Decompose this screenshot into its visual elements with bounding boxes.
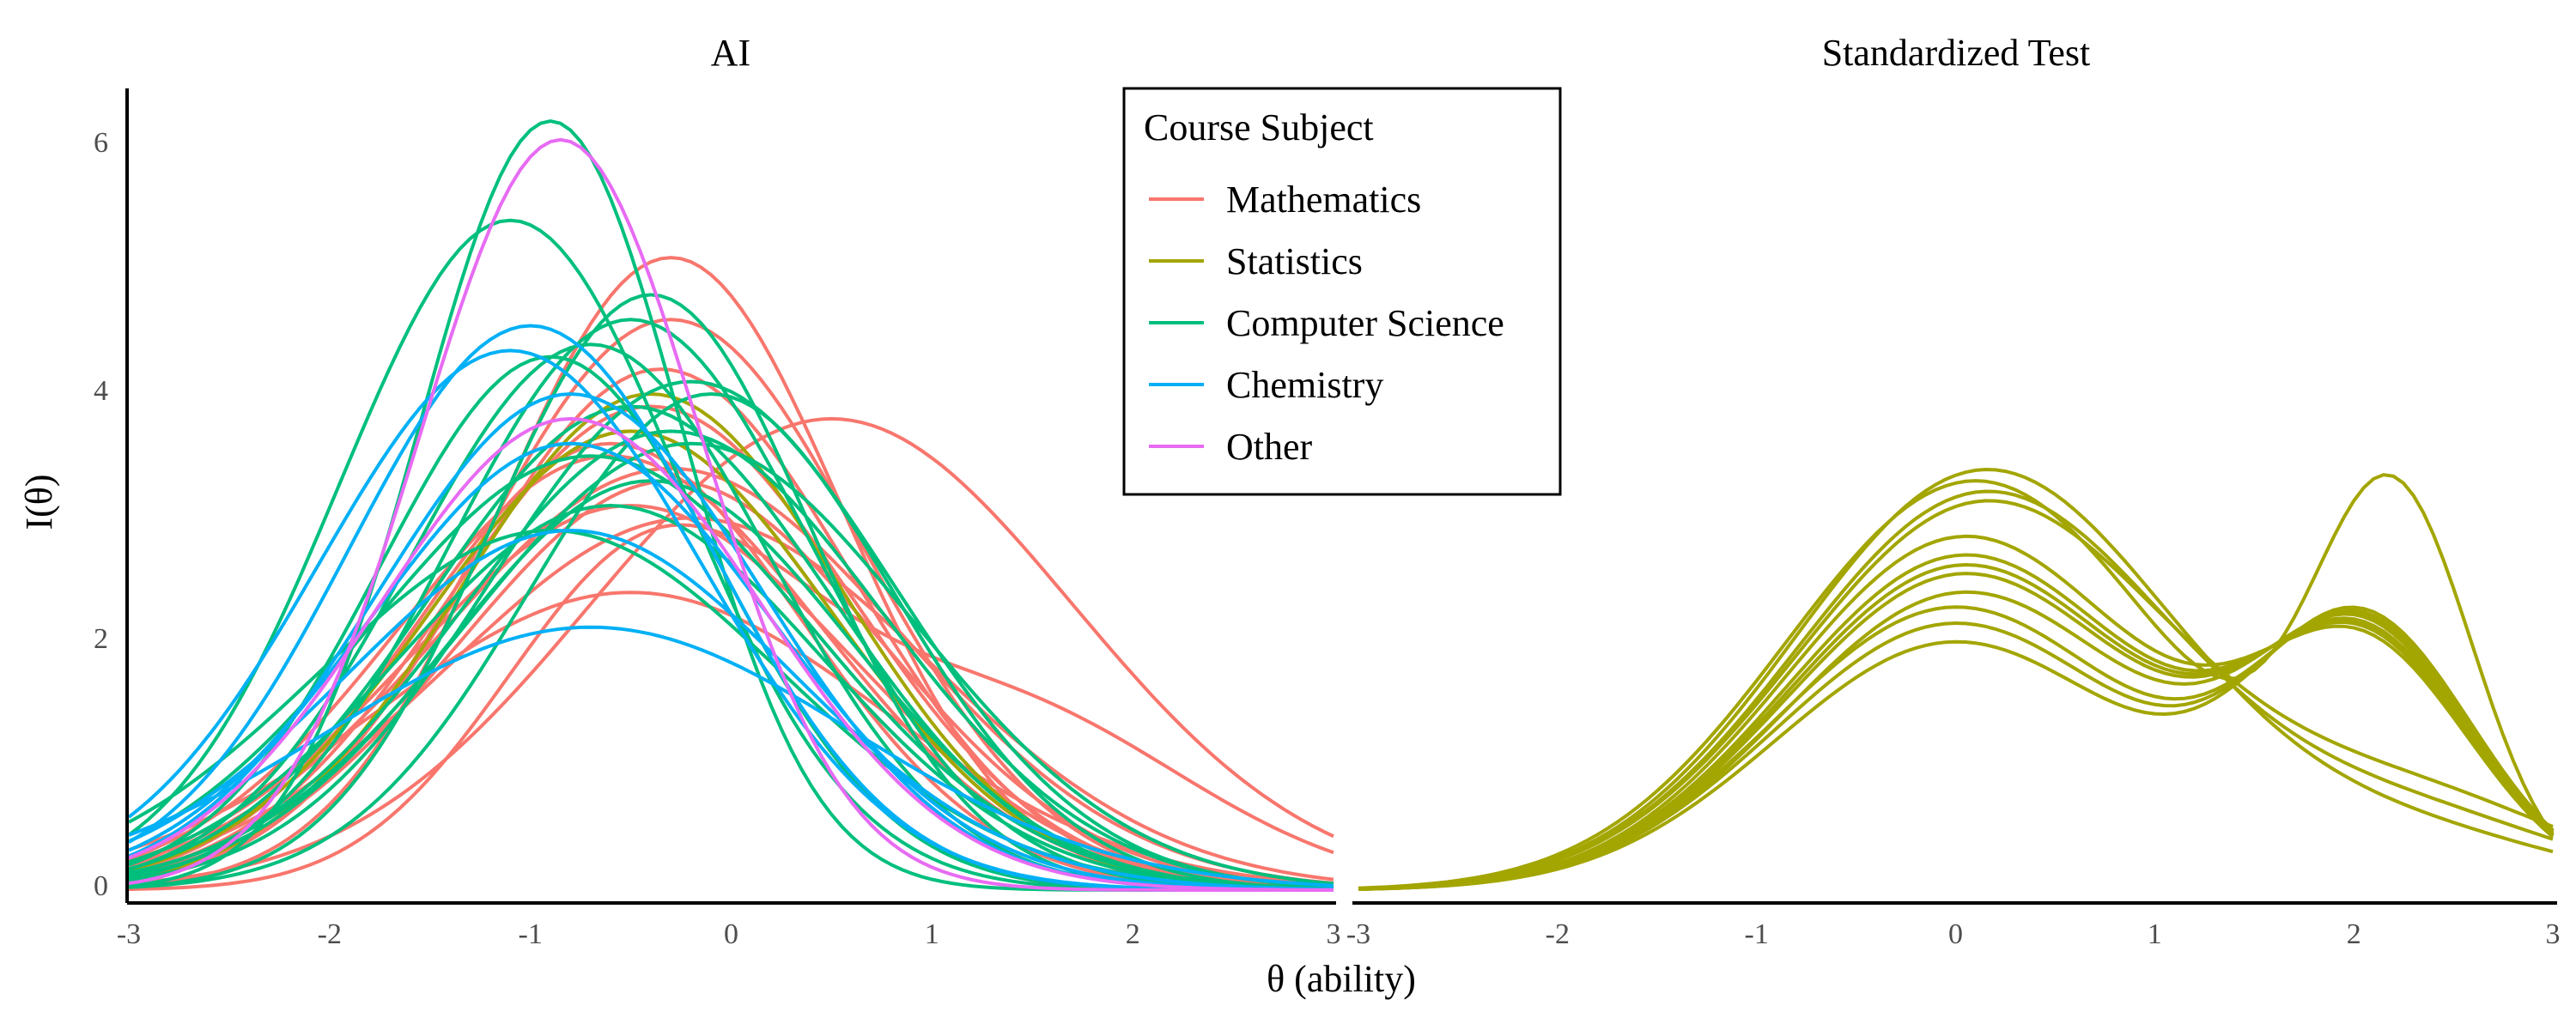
legend-label-statistics: Statistics (1226, 240, 1363, 282)
x-tick-label: 0 (724, 918, 738, 950)
x-tick-label: 3 (1327, 918, 1341, 950)
curve-computer-science (128, 479, 1334, 891)
curve-other (128, 137, 1334, 892)
curve-statistics (1358, 605, 2555, 891)
curve-mathematics (128, 479, 1334, 889)
x-tick-label: 0 (1948, 918, 1963, 950)
legend-label-mathematics: Mathematics (1226, 179, 1421, 221)
curve-statistics (1358, 605, 2555, 891)
curve-computer-science (128, 318, 1334, 892)
legend-title: Course Subject (1144, 106, 1374, 148)
panel-title-ai: AI (711, 32, 750, 74)
legend-label-other: Other (1226, 426, 1313, 468)
curve-computer-science (128, 391, 1334, 891)
x-tick-label: -1 (1745, 918, 1769, 950)
curve-statistics (128, 429, 1334, 891)
x-tick-label: 2 (1126, 918, 1140, 950)
y-tick-label: 4 (94, 375, 108, 407)
x-tick-label: 2 (2347, 918, 2361, 950)
y-axis-title: I(θ) (18, 474, 60, 530)
curve-statistics (1358, 534, 2555, 891)
curve-other (128, 416, 1334, 892)
y-tick-label: 2 (94, 623, 108, 655)
y-tick-label: 0 (94, 870, 108, 902)
legend: Course Subject Mathematics Statistics Comp… (1122, 87, 1562, 496)
y-tick-label: 6 (94, 127, 108, 159)
x-axis-title: θ (ability) (1267, 958, 1416, 1000)
curve-computer-science (128, 429, 1334, 889)
curve-mathematics (128, 404, 1334, 891)
curve-statistics (1358, 467, 2554, 890)
curve-statistics (1358, 553, 2555, 891)
curve-statistics (1358, 609, 2555, 891)
panel-ai (127, 119, 1334, 892)
x-tick-label: -2 (318, 918, 342, 950)
x-tick-label: -1 (519, 918, 543, 950)
legend-label-computer-science: Computer Science (1226, 302, 1504, 344)
y-tick-labels: 0 2 4 6 (94, 127, 108, 902)
curve-statistics (1358, 562, 2555, 891)
panel-title-standardized-test: Standardized Test (1822, 32, 2091, 74)
legend-label-chemistry: Chemistry (1226, 364, 1383, 406)
x-tick-label: 3 (2546, 918, 2561, 950)
x-tick-labels-ai: -3 -2 -1 0 1 2 3 (117, 918, 1341, 950)
x-tick-label: -3 (1346, 918, 1370, 950)
panel-standardized-test (1358, 467, 2555, 891)
curve-statistics (1358, 499, 2554, 891)
legend-box (1122, 87, 1562, 496)
curve-statistics (1358, 489, 2554, 891)
legend-entries: Mathematics Statistics Computer Science Che… (1149, 179, 1504, 468)
x-tick-label: -2 (1546, 918, 1570, 950)
curve-computer-science (128, 379, 1334, 889)
curve-computer-science (128, 441, 1334, 886)
curve-statistics (1358, 473, 2555, 890)
x-tick-labels-standardized-test: -3 -2 -1 0 1 2 3 (1346, 918, 2561, 950)
x-tick-label: 1 (2148, 918, 2162, 950)
x-tick-label: 1 (925, 918, 939, 950)
curve-chemistry (128, 441, 1334, 892)
curve-chemistry (128, 625, 1334, 888)
curve-mathematics (128, 429, 1334, 891)
x-tick-label: -3 (117, 918, 141, 950)
